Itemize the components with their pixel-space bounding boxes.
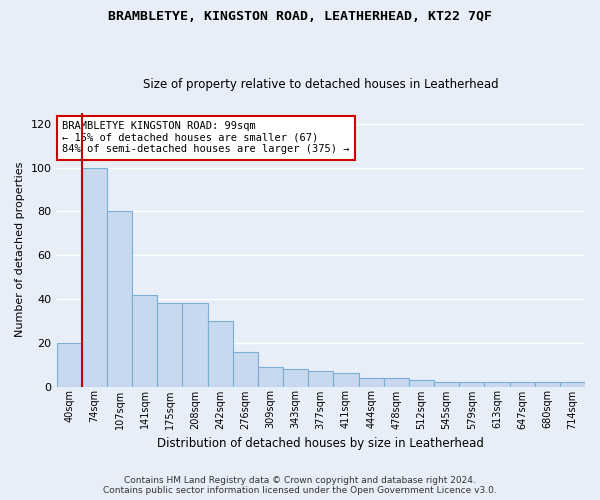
Bar	[509, 382, 535, 386]
Bar	[56, 343, 82, 386]
Text: BRAMBLETYE, KINGSTON ROAD, LEATHERHEAD, KT22 7QF: BRAMBLETYE, KINGSTON ROAD, LEATHERHEAD, …	[108, 10, 492, 23]
Bar	[334, 374, 359, 386]
Title: Size of property relative to detached houses in Leatherhead: Size of property relative to detached ho…	[143, 78, 499, 91]
Bar	[107, 212, 132, 386]
Bar	[208, 321, 233, 386]
Bar	[409, 380, 434, 386]
Bar	[157, 304, 182, 386]
Text: Contains HM Land Registry data © Crown copyright and database right 2024.
Contai: Contains HM Land Registry data © Crown c…	[103, 476, 497, 495]
Bar	[182, 304, 208, 386]
Bar	[434, 382, 459, 386]
Y-axis label: Number of detached properties: Number of detached properties	[15, 162, 25, 338]
Bar	[560, 382, 585, 386]
X-axis label: Distribution of detached houses by size in Leatherhead: Distribution of detached houses by size …	[157, 437, 484, 450]
Bar	[233, 352, 258, 386]
Text: BRAMBLETYE KINGSTON ROAD: 99sqm
← 15% of detached houses are smaller (67)
84% of: BRAMBLETYE KINGSTON ROAD: 99sqm ← 15% of…	[62, 121, 349, 154]
Bar	[308, 371, 334, 386]
Bar	[383, 378, 409, 386]
Bar	[535, 382, 560, 386]
Bar	[359, 378, 383, 386]
Bar	[459, 382, 484, 386]
Bar	[132, 294, 157, 386]
Bar	[258, 367, 283, 386]
Bar	[283, 369, 308, 386]
Bar	[82, 168, 107, 386]
Bar	[484, 382, 509, 386]
